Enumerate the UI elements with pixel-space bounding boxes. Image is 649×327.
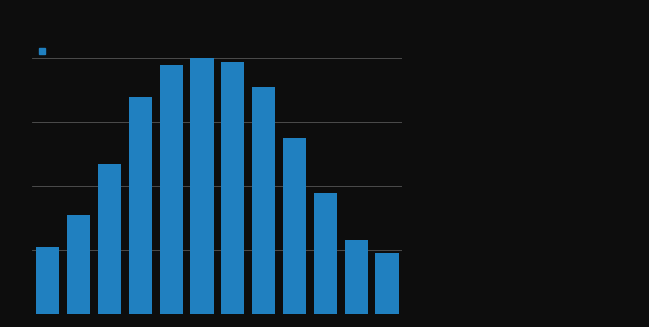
Bar bbox=[98, 164, 121, 314]
Bar bbox=[221, 61, 245, 314]
Bar bbox=[190, 59, 214, 314]
Bar bbox=[160, 65, 183, 314]
Bar bbox=[252, 87, 275, 314]
Bar bbox=[345, 240, 368, 314]
Legend:  bbox=[37, 44, 50, 58]
Bar bbox=[36, 247, 60, 314]
Bar bbox=[313, 193, 337, 314]
Bar bbox=[67, 215, 90, 314]
Bar bbox=[129, 97, 152, 314]
Bar bbox=[283, 138, 306, 314]
Bar bbox=[375, 253, 398, 314]
